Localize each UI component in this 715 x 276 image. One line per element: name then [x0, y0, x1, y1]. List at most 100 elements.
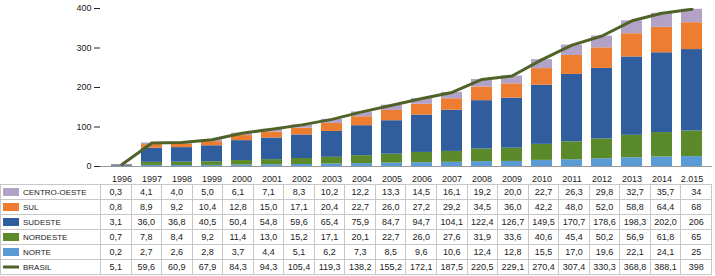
html-text:26,3: 26,3 — [565, 187, 583, 197]
html-text:122,4: 122,4 — [471, 217, 494, 227]
svg-text:2009: 2009 — [502, 174, 522, 184]
html-text:4,1: 4,1 — [140, 187, 153, 197]
html-text:11,4: 11,4 — [229, 232, 247, 242]
svg-text:1997: 1997 — [142, 174, 162, 184]
html-text:NORDESTE: NORDESTE — [23, 232, 68, 242]
html-text:22,7: 22,7 — [534, 187, 553, 197]
svg-text:100: 100 — [76, 122, 91, 132]
html-text:59,6: 59,6 — [290, 217, 308, 227]
html-text:68: 68 — [691, 202, 702, 212]
html-text:27,2: 27,2 — [412, 202, 430, 212]
html-text:10,2: 10,2 — [320, 187, 339, 197]
html-text:206: 206 — [688, 217, 704, 227]
svg-text:2003: 2003 — [322, 174, 342, 184]
html-text:22,7: 22,7 — [381, 232, 400, 242]
html-text:198,3: 198,3 — [623, 217, 647, 227]
html-text:4,0: 4,0 — [170, 187, 184, 197]
html-text:36,8: 36,8 — [168, 217, 186, 227]
html-text:13,0: 13,0 — [259, 232, 278, 242]
html-text:8,4: 8,4 — [170, 232, 184, 242]
html-text:26,0: 26,0 — [412, 232, 430, 242]
html-text:75,9: 75,9 — [351, 217, 369, 227]
html-text:SUDESTE: SUDESTE — [23, 217, 61, 227]
html-text:52,0: 52,0 — [595, 202, 614, 212]
svg-text:2008: 2008 — [472, 174, 492, 184]
svg-text:2013: 2013 — [622, 174, 642, 184]
html-text:20,0: 20,0 — [504, 187, 522, 197]
svg-text:2014: 2014 — [652, 174, 672, 184]
svg-text:1999: 1999 — [202, 174, 222, 184]
svg-text:0: 0 — [86, 161, 91, 171]
html-text:10,4: 10,4 — [198, 202, 217, 212]
html-text:40,5: 40,5 — [198, 217, 217, 227]
html-text:8,3: 8,3 — [292, 187, 306, 197]
html-text:42,2: 42,2 — [534, 202, 553, 212]
html-text:170,7: 170,7 — [562, 217, 586, 227]
html-text:19,2: 19,2 — [473, 187, 492, 197]
html-text:17,1: 17,1 — [320, 232, 339, 242]
svg-text:2002: 2002 — [292, 174, 312, 184]
html-text:14,5: 14,5 — [412, 187, 430, 197]
html-text:9,2: 9,2 — [170, 202, 184, 212]
html-text:12,2: 12,2 — [351, 187, 369, 197]
html-text:104,1: 104,1 — [440, 217, 463, 227]
html-text:13,3: 13,3 — [381, 187, 400, 197]
svg-text:2010: 2010 — [532, 174, 552, 184]
html-text:94,7: 94,7 — [412, 217, 430, 227]
html-text:34,5: 34,5 — [473, 202, 492, 212]
html-text:3,1: 3,1 — [109, 217, 122, 227]
html-text:202,0: 202,0 — [654, 217, 677, 227]
svg-text:2.015: 2.015 — [681, 174, 704, 184]
html-text:SUL: SUL — [23, 202, 39, 212]
html-text:0,7: 0,7 — [109, 232, 122, 242]
html-text:26,0: 26,0 — [381, 202, 400, 212]
html-text:29,2: 29,2 — [443, 202, 461, 212]
html-text:58,8: 58,8 — [626, 202, 644, 212]
html-text:8,9: 8,9 — [140, 202, 153, 212]
html-text:15,2: 15,2 — [290, 232, 308, 242]
html-text:48,0: 48,0 — [565, 202, 583, 212]
html-text:35,7: 35,7 — [656, 187, 675, 197]
html-text:9,2: 9,2 — [201, 232, 214, 242]
html-text:0,8: 0,8 — [109, 202, 122, 212]
html-text:12,8: 12,8 — [229, 202, 247, 212]
svg-text:2012: 2012 — [592, 174, 612, 184]
svg-text:2001: 2001 — [262, 174, 282, 184]
svg-text:2005: 2005 — [382, 174, 402, 184]
html-text:149,5: 149,5 — [532, 217, 555, 227]
html-text:16,1: 16,1 — [443, 187, 461, 197]
html-text:178,6: 178,6 — [593, 217, 616, 227]
html-text:32,7: 32,7 — [626, 187, 644, 197]
html-text:17,1: 17,1 — [290, 202, 308, 212]
svg-text:300: 300 — [76, 43, 91, 53]
html-text:0,3: 0,3 — [109, 187, 122, 197]
html-text:36,0: 36,0 — [504, 202, 522, 212]
html-text:6,1: 6,1 — [231, 187, 245, 197]
html-text:36,0: 36,0 — [137, 217, 156, 227]
svg-text:2007: 2007 — [442, 174, 462, 184]
html-text:5,0: 5,0 — [201, 187, 214, 197]
html-text:CENTRO-OESTE: CENTRO-OESTE — [23, 187, 87, 197]
svg-text:1998: 1998 — [172, 174, 192, 184]
svg-text:200: 200 — [76, 82, 91, 92]
svg-text:2000: 2000 — [232, 174, 252, 184]
html-text:7,8: 7,8 — [140, 232, 153, 242]
svg-text:2011: 2011 — [562, 174, 581, 184]
html-text:64,4: 64,4 — [656, 202, 675, 212]
html-text:15,0: 15,0 — [259, 202, 278, 212]
html-text:20,1: 20,1 — [351, 232, 369, 242]
svg-text:1996: 1996 — [112, 174, 132, 184]
html-text:29,8: 29,8 — [595, 187, 614, 197]
html-text:20,4: 20,4 — [320, 202, 339, 212]
html-text:126,7: 126,7 — [501, 217, 525, 227]
html-text:84,7: 84,7 — [381, 217, 400, 227]
html-text:7,1: 7,1 — [262, 187, 275, 197]
html-text:65,4: 65,4 — [320, 217, 339, 227]
svg-text:400: 400 — [76, 3, 91, 13]
html-text:22,7: 22,7 — [351, 202, 369, 212]
html-text:50,4: 50,4 — [229, 217, 247, 227]
html-text:54,8: 54,8 — [259, 217, 278, 227]
svg-text:2004: 2004 — [352, 174, 372, 184]
html-text:34: 34 — [691, 187, 702, 197]
svg-text:2006: 2006 — [412, 174, 432, 184]
